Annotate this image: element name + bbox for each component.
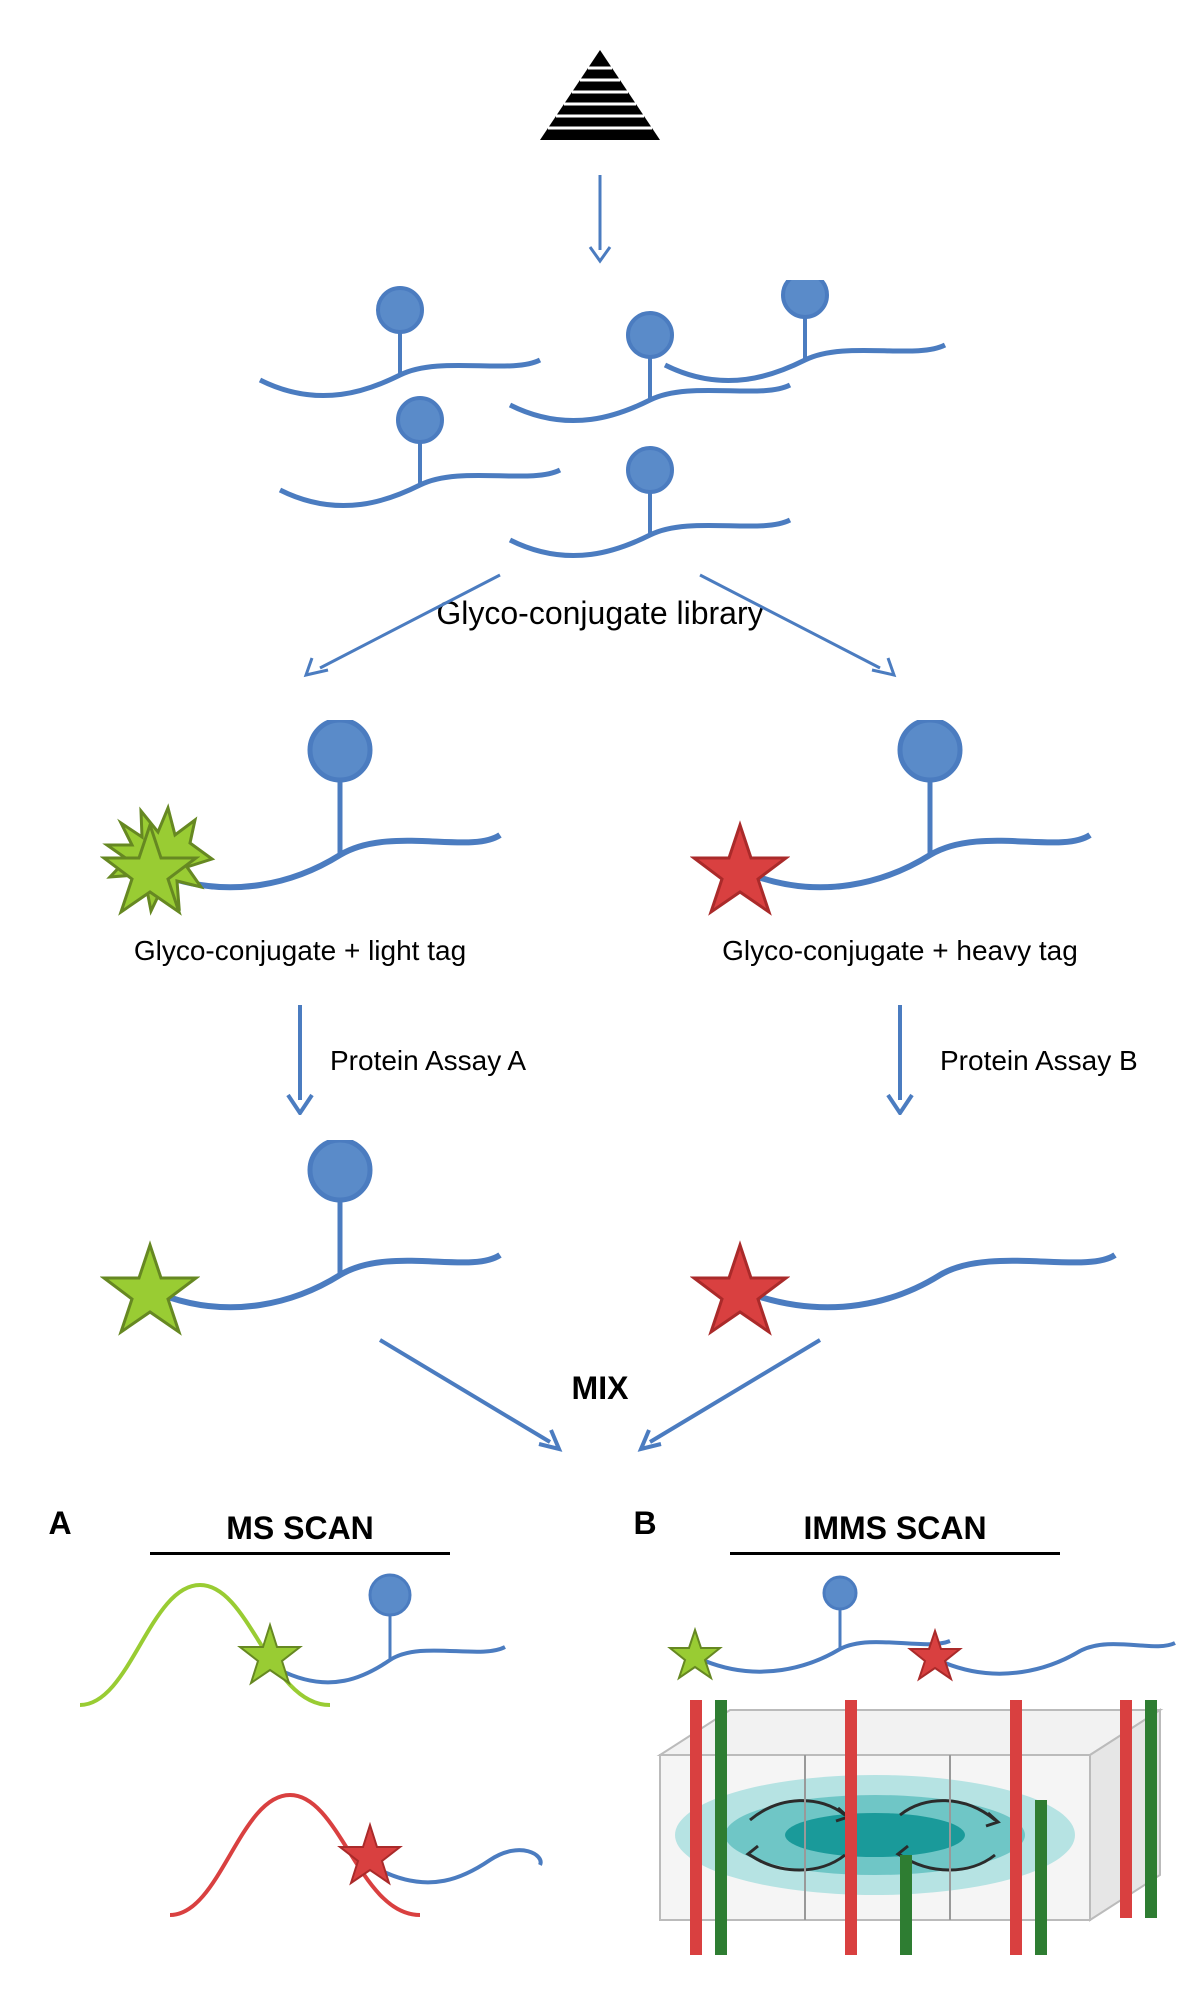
imms-scan-label: IMMS SCAN	[730, 1510, 1060, 1555]
star-green-light	[100, 820, 200, 920]
arrow-down-1	[580, 175, 620, 265]
glyco-heavy-label: Glyco-conjugate + heavy tag	[700, 935, 1100, 967]
imms-cell-diagram	[650, 1695, 1170, 1965]
mix-label: MIX	[550, 1370, 650, 1407]
glyco-light-label: Glyco-conjugate + light tag	[110, 935, 490, 967]
star-red-assay-b	[690, 1240, 790, 1340]
glyco-library-icon	[240, 280, 960, 580]
protein-assay-a-label: Protein Assay A	[330, 1045, 580, 1077]
star-red-heavy	[690, 820, 790, 920]
panel-a-label: A	[40, 1505, 80, 1542]
arrow-assay-b	[880, 1005, 920, 1115]
dna-triangle-icon	[530, 40, 670, 160]
star-green-assay-a	[100, 1240, 200, 1340]
arrow-assay-a	[280, 1005, 320, 1115]
branch-arrows	[250, 570, 950, 690]
protein-assay-b-label: Protein Assay B	[940, 1045, 1190, 1077]
ms-scan-label: MS SCAN	[150, 1510, 450, 1555]
ms-scan-plot	[70, 1565, 550, 1965]
imms-red-icon	[900, 1585, 1180, 1685]
panel-b-label: B	[625, 1505, 665, 1542]
